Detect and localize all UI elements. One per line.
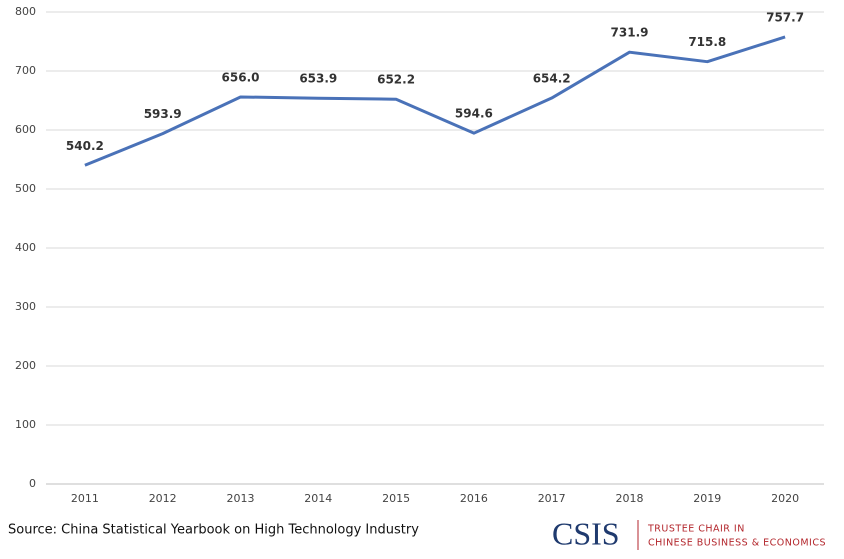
- y-tick-label: 400: [15, 241, 36, 254]
- value-label: 652.2: [377, 73, 415, 87]
- y-tick-label: 300: [15, 300, 36, 313]
- value-label: 757.7: [766, 10, 804, 24]
- y-tick-label: 700: [15, 64, 36, 77]
- x-tick-label: 2013: [227, 492, 255, 505]
- x-tick-label: 2015: [382, 492, 410, 505]
- value-label: 731.9: [611, 26, 649, 40]
- y-tick-label: 500: [15, 182, 36, 195]
- x-tick-label: 2014: [304, 492, 332, 505]
- logo-line: TRUSTEE CHAIR IN: [647, 524, 745, 535]
- value-label: 593.9: [144, 107, 182, 121]
- value-label: 654.2: [533, 72, 571, 86]
- x-tick-label: 2016: [460, 492, 488, 505]
- y-tick-label: 800: [15, 5, 36, 18]
- value-label: 653.9: [299, 72, 337, 86]
- logo-name: CSIS: [552, 515, 620, 551]
- x-tick-label: 2017: [538, 492, 566, 505]
- value-label: 594.6: [455, 107, 493, 121]
- source: Source: China Statistical Yearbook on Hi…: [8, 523, 419, 538]
- x-tick-label: 2011: [71, 492, 99, 505]
- logo-line: CHINESE BUSINESS & ECONOMICS: [648, 538, 826, 549]
- x-tick-label: 2018: [616, 492, 644, 505]
- line: [84, 35, 786, 167]
- x-tick-label: 2020: [771, 492, 799, 505]
- y-tick-label: 200: [15, 359, 36, 372]
- value-label: 540.2: [66, 139, 104, 153]
- x-tick-label: 2012: [149, 492, 177, 505]
- y-tick-label: 100: [15, 418, 36, 431]
- value-label: 715.8: [688, 35, 726, 49]
- y-tick-label: 600: [15, 123, 36, 136]
- y-tick-label: 0: [29, 477, 36, 490]
- x-tick-label: 2019: [693, 492, 721, 505]
- value-label: 656.0: [222, 70, 260, 84]
